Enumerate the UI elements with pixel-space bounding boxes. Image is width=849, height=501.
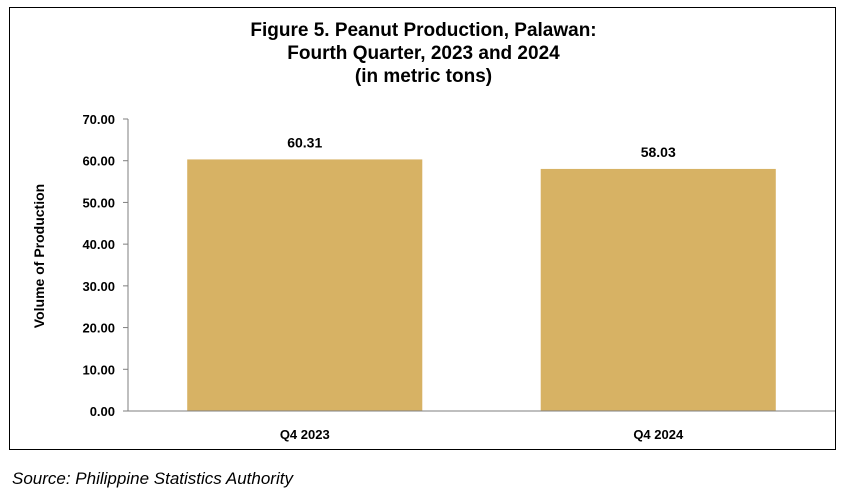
chart-title: Figure 5. Peanut Production, Palawan: Fo… [10, 19, 837, 88]
data-label: 58.03 [641, 144, 676, 160]
y-tick-label: 0.00 [90, 404, 115, 419]
y-tick-label: 70.00 [82, 112, 115, 127]
chart-title-line-1: Figure 5. Peanut Production, Palawan: [250, 20, 597, 41]
y-tick-label: 10.00 [82, 362, 115, 377]
y-tick-label: 40.00 [82, 237, 115, 252]
chart-title-line-3: (in metric tons) [354, 66, 493, 87]
bar-q4-2023 [187, 159, 423, 411]
y-tick-label: 60.00 [82, 154, 115, 169]
x-tick-label: Q4 2024 [633, 427, 684, 442]
chart-title-line-2: Fourth Quarter, 2023 and 2024 [287, 43, 560, 64]
y-tick-label: 50.00 [82, 195, 115, 210]
data-label: 60.31 [287, 134, 322, 150]
source-note: Source: Philippine Statistics Authority [12, 469, 293, 488]
x-tick-label: Q4 2023 [280, 427, 330, 442]
bar-q4-2024 [540, 168, 776, 411]
y-tick-label: 30.00 [82, 279, 115, 294]
y-tick-label: 20.00 [82, 321, 115, 336]
